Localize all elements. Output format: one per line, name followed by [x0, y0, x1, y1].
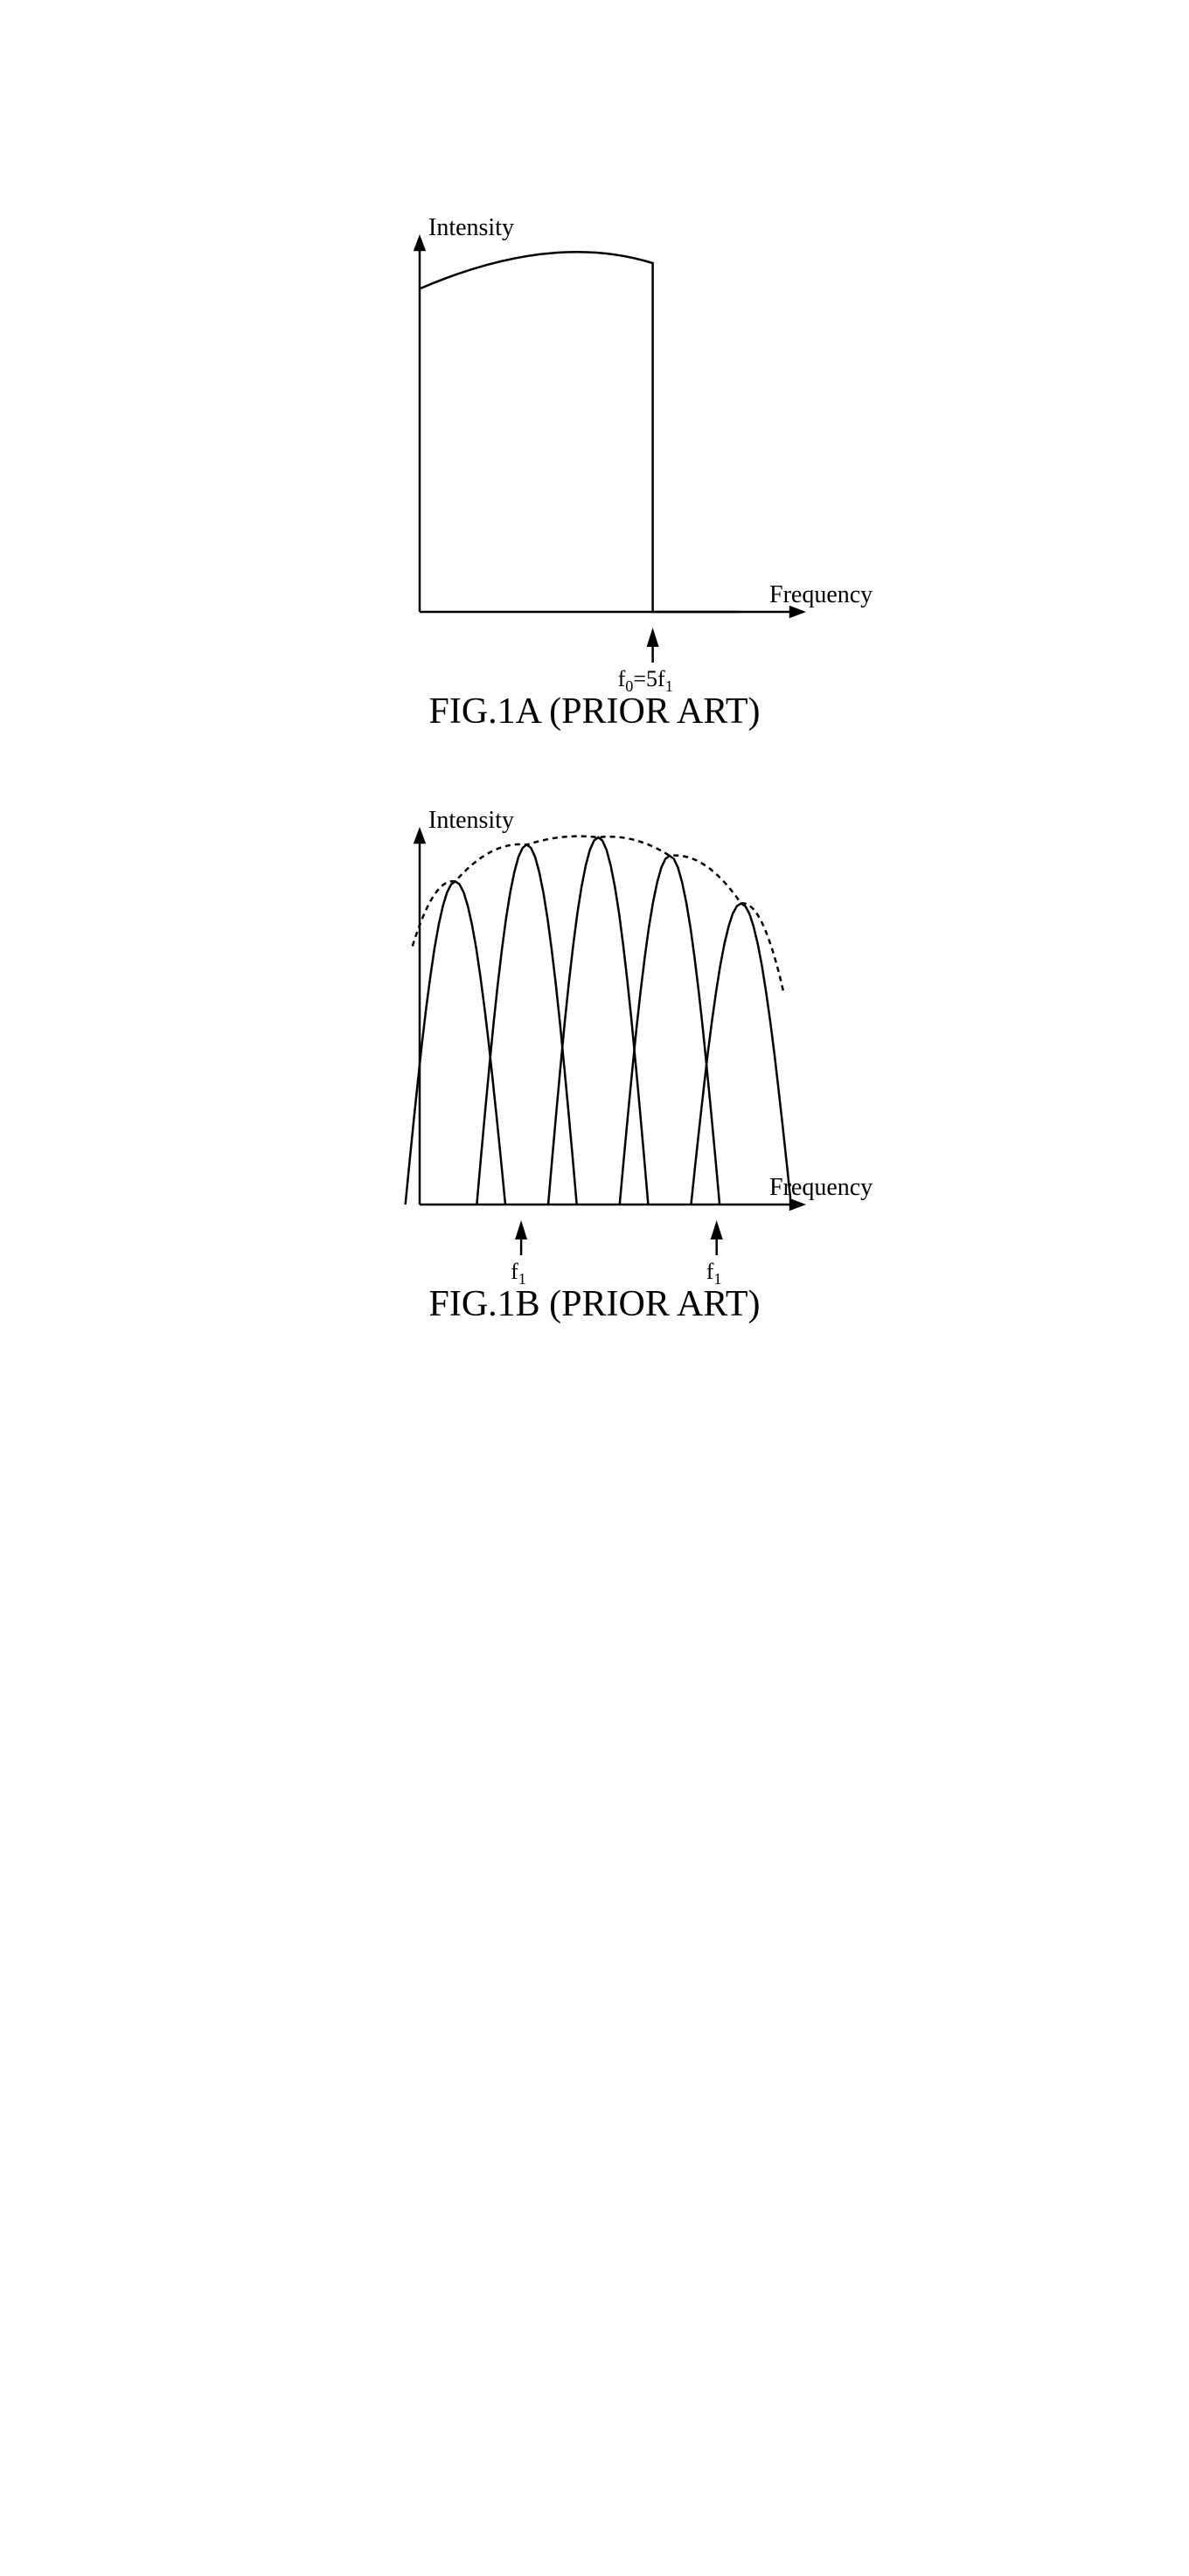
figure-b-chart: IntensityFrequencyf1f1 [367, 802, 822, 1257]
figure-a-panel: IntensityFrequencyf0=5f1 FIG.1A (PRIOR A… [367, 210, 822, 733]
y-axis-label: Intensity [428, 214, 514, 242]
y-axis-label: Intensity [428, 807, 514, 835]
x-tick-label: f0=5f1 [618, 666, 673, 696]
figure-a-chart: IntensityFrequencyf0=5f1 [367, 210, 822, 664]
figure-b-panel: IntensityFrequencyf1f1 FIG.1B (PRIOR ART… [367, 802, 822, 1325]
x-tick-label-1: f1 [706, 1259, 722, 1288]
x-tick-label-0: f1 [511, 1259, 526, 1288]
x-axis-label: Frequency [769, 581, 873, 609]
figure-b-caption: FIG.1B (PRIOR ART) [428, 1283, 760, 1325]
x-axis-label: Frequency [769, 1174, 873, 1202]
figure-a-caption: FIG.1A (PRIOR ART) [428, 691, 760, 733]
